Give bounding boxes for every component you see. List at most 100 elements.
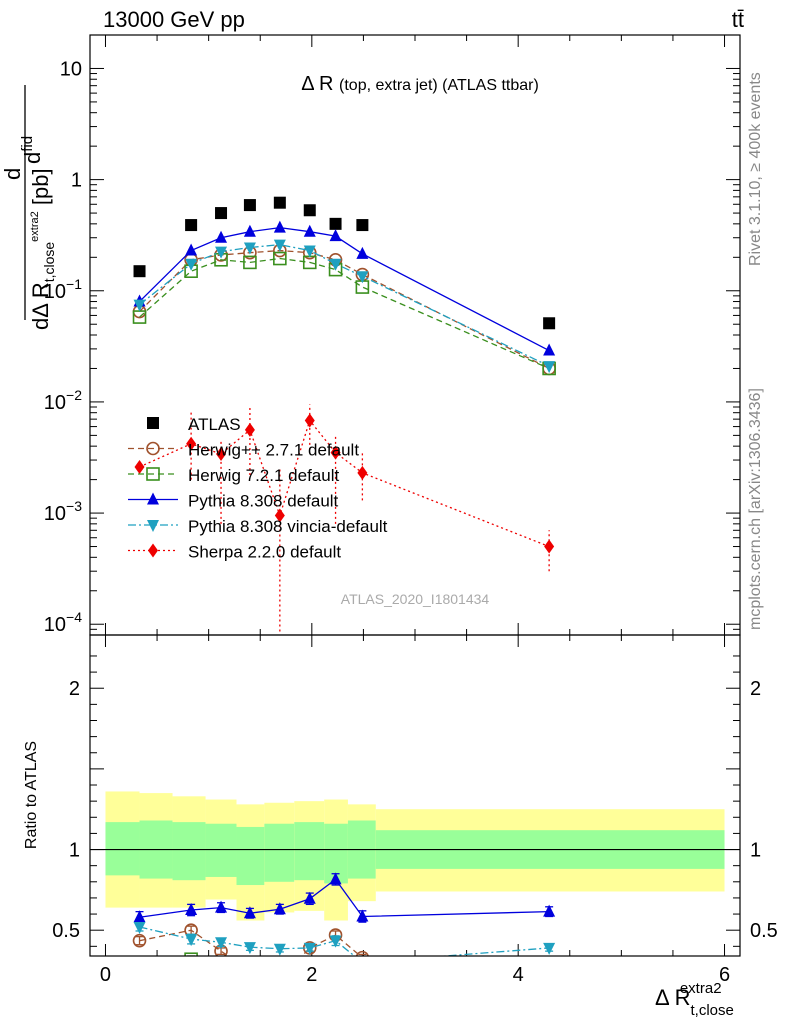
- x-tick-label: 0: [100, 964, 111, 986]
- data-point-pythia-8-308-default: [185, 243, 198, 256]
- data-point-sherpa-2-2-0-default: [186, 436, 197, 451]
- ratio-point-pythia-8-308-default: [185, 903, 198, 916]
- data-point-pythia-8-308-vincia-default: [543, 361, 556, 374]
- plot-title: Δ R (top, extra jet) (ATLAS ttbar): [301, 73, 539, 95]
- data-point-pythia-8-308-vincia-default: [329, 258, 342, 271]
- y-tick-label-ratio-right: 2: [750, 678, 761, 700]
- legend-label: Pythia 8.308 default: [188, 492, 339, 511]
- data-point-sherpa-2-2-0-default: [304, 413, 315, 428]
- band-inner: [264, 823, 295, 882]
- ratio-point-herwig-7-2-1-default: [328, 955, 343, 956]
- y-tick-label-ratio-right: 1: [750, 840, 761, 862]
- ratio-frame: [89, 634, 741, 957]
- ratio-point-herwig-7-2-1-default: [214, 955, 228, 956]
- legend-marker: [146, 441, 160, 456]
- y-tick-label-ratio: 2: [69, 678, 80, 700]
- ratio-point-pythia-8-308-vincia-default: [303, 942, 316, 955]
- x-tick-label: 2: [306, 964, 317, 986]
- data-point-pythia-8-308-default: [329, 229, 342, 242]
- ratio-point-pythia-8-308-vincia-default: [329, 935, 342, 948]
- ratio-series-group: [132, 872, 556, 985]
- y-tick-label: 10−3: [44, 498, 82, 525]
- y-axis-title: dΔ Rt,closeextra2 [pb]d: [0, 85, 57, 330]
- y-tick-label-ratio: 1: [69, 840, 80, 862]
- legend: ATLAS Herwig++ 2.7.1 default Herwig 7.2.1 …: [128, 415, 388, 562]
- main-series-group: [132, 196, 556, 635]
- ratio-point-herwig-2-7-1-default: [355, 950, 369, 956]
- data-point-sherpa-2-2-0-default: [544, 539, 555, 554]
- data-point-herwig-7-2-1-default: [273, 251, 287, 266]
- y-tick-label: 10: [60, 58, 82, 80]
- series-line-pythia-8-308-default: [139, 226, 550, 352]
- mcplots-label: mcplots.cern.ch [arXiv:1306.3436]: [747, 388, 764, 630]
- y-tick-label-ratio: 0.5: [52, 920, 80, 942]
- data-point-sherpa-2-2-0-default: [357, 465, 368, 480]
- data-point-sherpa-2-2-0-default: [216, 446, 227, 461]
- y-tick-label: 10−4: [44, 609, 82, 636]
- ratio-line-pythia-8-308-vincia-default: [139, 926, 550, 956]
- ratio-point-pythia-8-308-vincia-default: [185, 934, 198, 947]
- data-point-pythia-8-308-default: [356, 246, 369, 259]
- ratio-point-herwig-7-2-1-default: [356, 963, 368, 975]
- legend-label: Sherpa 2.2.0 default: [188, 543, 341, 562]
- series-line-herwig-7-2-1-default: [139, 257, 550, 370]
- ratio-point-pythia-8-308-default: [303, 891, 316, 904]
- data-point-atlas: [273, 196, 286, 209]
- data-point-pythia-8-308-default: [273, 220, 286, 233]
- legend-label: ATLAS: [188, 415, 241, 434]
- ratio-point-pythia-8-308-default: [133, 910, 146, 923]
- ratio-point-pythia-8-308-default: [543, 904, 556, 917]
- ratio-point-pythia-8-308-vincia-default: [543, 942, 556, 955]
- data-point-atlas: [543, 317, 556, 330]
- data-point-sherpa-2-2-0-default: [244, 422, 255, 437]
- y-tick-label: 10−1: [44, 276, 82, 303]
- ratio-point-pythia-8-308-default: [243, 906, 256, 919]
- analysis-tag: ATLAS_2020_I1801434: [341, 591, 490, 607]
- ratio-point-pythia-8-308-vincia-default: [215, 937, 228, 950]
- ratio-point-herwig-7-2-1-default: [184, 952, 198, 956]
- data-point-sherpa-2-2-0-default: [274, 508, 285, 523]
- svg-text:dfid: dfid: [19, 136, 45, 164]
- band-inner: [294, 822, 325, 881]
- data-point-herwig-7-2-1-default: [243, 255, 257, 270]
- legend-marker: [148, 543, 158, 558]
- x-axis-label: Δ Rt,closeextra2: [655, 980, 734, 1019]
- ratio-point-herwig-7-2-1-default: [244, 961, 256, 973]
- data-point-pythia-8-308-default: [215, 230, 228, 243]
- svg-text:d: d: [0, 168, 25, 180]
- ratio-line-herwig-7-2-1-default: [140, 959, 550, 969]
- ratio-point-pythia-8-308-default: [356, 909, 369, 922]
- y-tick-label: 1: [71, 170, 82, 192]
- y-axis-label-main: dfid: [19, 136, 45, 164]
- legend-label: Herwig 7.2.1 default: [188, 466, 339, 485]
- ratio-line-herwig-2-7-1-default: [139, 929, 362, 956]
- legend-label: Pythia 8.308 vincia-default: [188, 517, 388, 536]
- ratio-point-pythia-8-308-vincia-default: [356, 957, 368, 969]
- ratio-point-pythia-8-308-default: [273, 902, 286, 915]
- ratio-point-herwig-2-7-1-default: [244, 965, 256, 977]
- data-point-pythia-8-308-vincia-default: [133, 299, 146, 312]
- data-point-atlas: [133, 265, 146, 278]
- legend-label: Herwig++ 2.7.1 default: [188, 441, 359, 460]
- x-tick-label: 6: [719, 964, 730, 986]
- legend-marker: [147, 417, 159, 429]
- ratio-point-pythia-8-308-vincia-default: [243, 942, 256, 955]
- ratio-point-pythia-8-308-vincia-default: [273, 943, 286, 956]
- data-point-atlas: [329, 217, 342, 230]
- y-tick-label-ratio-right: 0.5: [750, 920, 778, 942]
- y-axis-label-ratio: Ratio to ATLAS: [23, 741, 40, 849]
- data-point-atlas: [185, 219, 198, 232]
- data-point-pythia-8-308-vincia-default: [273, 239, 286, 252]
- band-inner: [236, 826, 265, 886]
- data-point-atlas: [356, 219, 369, 232]
- ratio-point-herwig-7-2-1-default: [274, 960, 286, 972]
- data-point-pythia-8-308-vincia-default: [303, 245, 316, 258]
- data-point-pythia-8-308-default: [243, 224, 256, 237]
- data-point-atlas: [303, 204, 316, 217]
- series-line-pythia-8-308-vincia-default: [139, 243, 550, 367]
- data-point-sherpa-2-2-0-default: [330, 445, 341, 460]
- legend-marker: [147, 492, 159, 505]
- legend-marker: [147, 520, 159, 532]
- ratio-point-herwig-2-7-1-default: [274, 973, 286, 985]
